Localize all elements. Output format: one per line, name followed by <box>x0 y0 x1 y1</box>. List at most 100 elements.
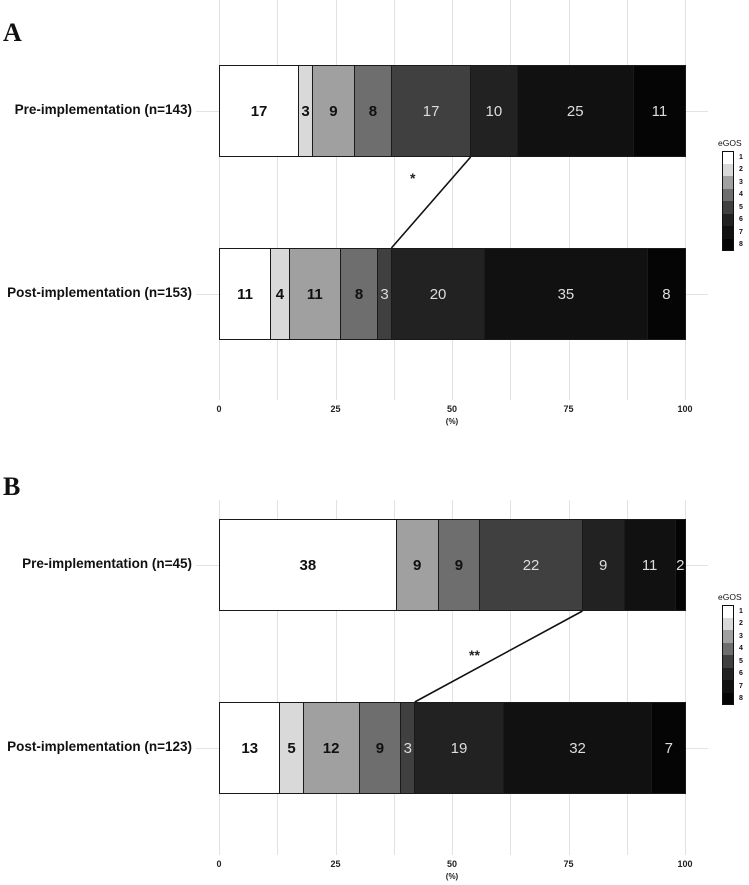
segment-egos-5: 3 <box>401 703 416 793</box>
segment-egos-3: 9 <box>313 66 355 156</box>
panel-letter: A <box>3 18 22 47</box>
legend-swatch <box>722 630 734 643</box>
legend-label: 2 <box>739 620 743 628</box>
segment-egos-5: 17 <box>392 66 472 156</box>
segment-egos-3: 11 <box>289 249 341 339</box>
legend-item-egos-8: 8 <box>722 692 743 705</box>
segment-value: 17 <box>250 102 268 120</box>
segment-value: 7 <box>664 739 673 757</box>
segment-egos-6: 19 <box>415 703 504 793</box>
segment-egos-6: 20 <box>392 249 486 339</box>
legend-item-egos-3: 3 <box>722 176 743 189</box>
segment-value: 3 <box>380 285 389 303</box>
legend-swatch <box>722 226 734 239</box>
segment-egos-1: 38 <box>220 520 397 610</box>
legend-label: 8 <box>739 241 743 249</box>
gridline <box>627 500 628 855</box>
x-axis-label: (%) <box>445 872 459 881</box>
legend-label: 1 <box>739 153 743 161</box>
segment-value: 38 <box>299 556 317 574</box>
gridline <box>394 500 395 855</box>
pre-implementation-label: Pre-implementation (n=45) <box>22 556 192 571</box>
legend-title: eGOS <box>718 138 742 148</box>
segment-egos-7: 25 <box>517 66 634 156</box>
gridline <box>685 500 686 855</box>
segment-value: 5 <box>287 739 296 757</box>
segment-value: 11 <box>237 285 253 303</box>
legend-item-egos-6: 6 <box>722 667 743 680</box>
segment-value: 9 <box>329 102 338 120</box>
gridline <box>336 0 337 400</box>
post-implementation-bar: 11 4 11 8 3 20 35 8 <box>219 248 686 340</box>
segment-value: 3 <box>301 102 310 120</box>
segment-egos-3: 9 <box>396 520 439 610</box>
legend-label: 7 <box>739 228 743 236</box>
segment-value: 13 <box>241 739 259 757</box>
gridline <box>569 0 570 400</box>
x-tick-label: 50 <box>446 859 458 869</box>
legend-label: 5 <box>739 203 743 211</box>
legend-swatch <box>722 213 734 226</box>
segment-egos-3: 12 <box>303 703 360 793</box>
legend-item-egos-7: 7 <box>722 226 743 239</box>
segment-value: 4 <box>275 285 285 303</box>
segment-egos-2: 5 <box>280 703 304 793</box>
segment-value: 8 <box>662 285 671 303</box>
segment-egos-5: 22 <box>480 520 583 610</box>
legend-item-egos-2: 2 <box>722 163 743 176</box>
legend-swatch <box>722 163 734 176</box>
x-tick-label: 25 <box>330 404 341 414</box>
segment-egos-1: 13 <box>220 703 281 793</box>
segment-egos-6: 9 <box>582 520 625 610</box>
legend-swatch <box>722 176 734 189</box>
segment-egos-4: 9 <box>359 703 402 793</box>
segment-egos-8: 2 <box>675 520 685 610</box>
segment-value: 10 <box>485 102 503 120</box>
segment-egos-8: 11 <box>633 66 686 156</box>
legend-label: 8 <box>739 695 743 703</box>
legend-swatch <box>722 201 734 214</box>
legend-swatch <box>722 692 734 705</box>
gridline <box>219 0 220 400</box>
segment-value: 32 <box>569 739 586 757</box>
legend-swatch <box>722 151 734 164</box>
segment-value: 3 <box>403 739 412 757</box>
segment-egos-1: 17 <box>220 66 300 156</box>
panel-letter: B <box>3 472 21 501</box>
segment-value: 9 <box>598 556 608 574</box>
segment-egos-2: 3 <box>299 66 313 156</box>
legend-swatch <box>722 238 734 251</box>
legend-item-egos-8: 8 <box>722 238 743 251</box>
x-tick-label: 100 <box>677 404 693 414</box>
segment-egos-8: 7 <box>652 703 686 793</box>
legend-item-egos-1: 1 <box>722 605 743 618</box>
legend-label: 3 <box>739 178 743 186</box>
x-tick-label: 0 <box>216 859 222 869</box>
segment-value: 35 <box>557 285 575 303</box>
legend-label: 4 <box>739 645 743 653</box>
segment-egos-6: 10 <box>471 66 518 156</box>
segment-value: 11 <box>306 285 323 303</box>
legend-item-egos-5: 5 <box>722 655 743 668</box>
gridline <box>336 500 337 855</box>
legend-label: 5 <box>739 657 743 665</box>
gridline <box>627 0 628 400</box>
legend-label: 3 <box>739 632 743 640</box>
legend-item-egos-5: 5 <box>722 201 743 214</box>
segment-value: 2 <box>676 556 685 574</box>
segment-value: 17 <box>422 102 440 120</box>
segment-egos-7: 11 <box>624 520 676 610</box>
post-implementation-bar: 13 5 12 9 3 19 32 7 <box>219 702 686 794</box>
legend-item-egos-7: 7 <box>722 680 743 693</box>
x-tick-label: 25 <box>330 859 341 869</box>
post-implementation-label: Post-implementation (n=123) <box>7 739 192 754</box>
segment-egos-8: 8 <box>647 249 685 339</box>
segment-value: 22 <box>522 556 540 574</box>
x-tick-label: 100 <box>677 859 693 869</box>
x-tick-label: 0 <box>216 404 222 414</box>
segment-value: 9 <box>454 556 464 574</box>
segment-egos-2: 4 <box>271 249 290 339</box>
segment-egos-7: 35 <box>485 249 648 339</box>
legend-label: 2 <box>739 166 743 174</box>
